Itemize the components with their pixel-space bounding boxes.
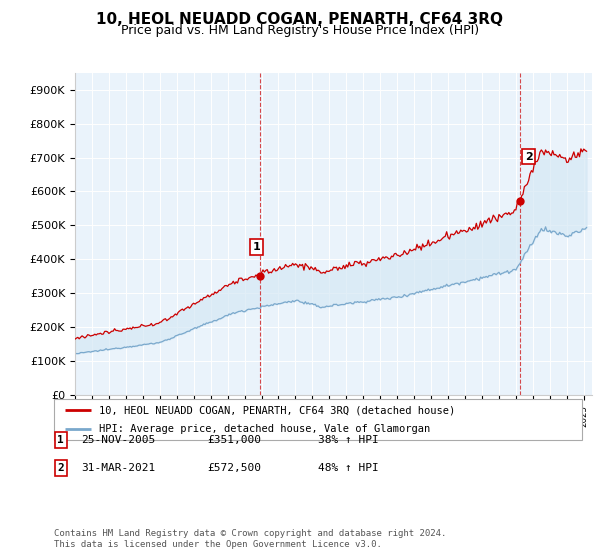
Text: 38% ↑ HPI: 38% ↑ HPI [318, 435, 379, 445]
Text: £572,500: £572,500 [207, 463, 261, 473]
Text: £351,000: £351,000 [207, 435, 261, 445]
Text: 10, HEOL NEUADD COGAN, PENARTH, CF64 3RQ: 10, HEOL NEUADD COGAN, PENARTH, CF64 3RQ [97, 12, 503, 27]
FancyBboxPatch shape [54, 399, 582, 440]
Text: 25-NOV-2005: 25-NOV-2005 [81, 435, 155, 445]
FancyBboxPatch shape [55, 460, 67, 476]
FancyBboxPatch shape [55, 432, 67, 448]
Text: 10, HEOL NEUADD COGAN, PENARTH, CF64 3RQ (detached house): 10, HEOL NEUADD COGAN, PENARTH, CF64 3RQ… [99, 405, 455, 415]
Text: 1: 1 [57, 435, 64, 445]
Text: Price paid vs. HM Land Registry's House Price Index (HPI): Price paid vs. HM Land Registry's House … [121, 24, 479, 37]
Text: Contains HM Land Registry data © Crown copyright and database right 2024.
This d: Contains HM Land Registry data © Crown c… [54, 529, 446, 549]
Text: 2: 2 [525, 152, 532, 162]
Text: 48% ↑ HPI: 48% ↑ HPI [318, 463, 379, 473]
Text: 1: 1 [253, 242, 260, 252]
Text: 31-MAR-2021: 31-MAR-2021 [81, 463, 155, 473]
Text: HPI: Average price, detached house, Vale of Glamorgan: HPI: Average price, detached house, Vale… [99, 424, 430, 433]
Text: 2: 2 [57, 463, 64, 473]
